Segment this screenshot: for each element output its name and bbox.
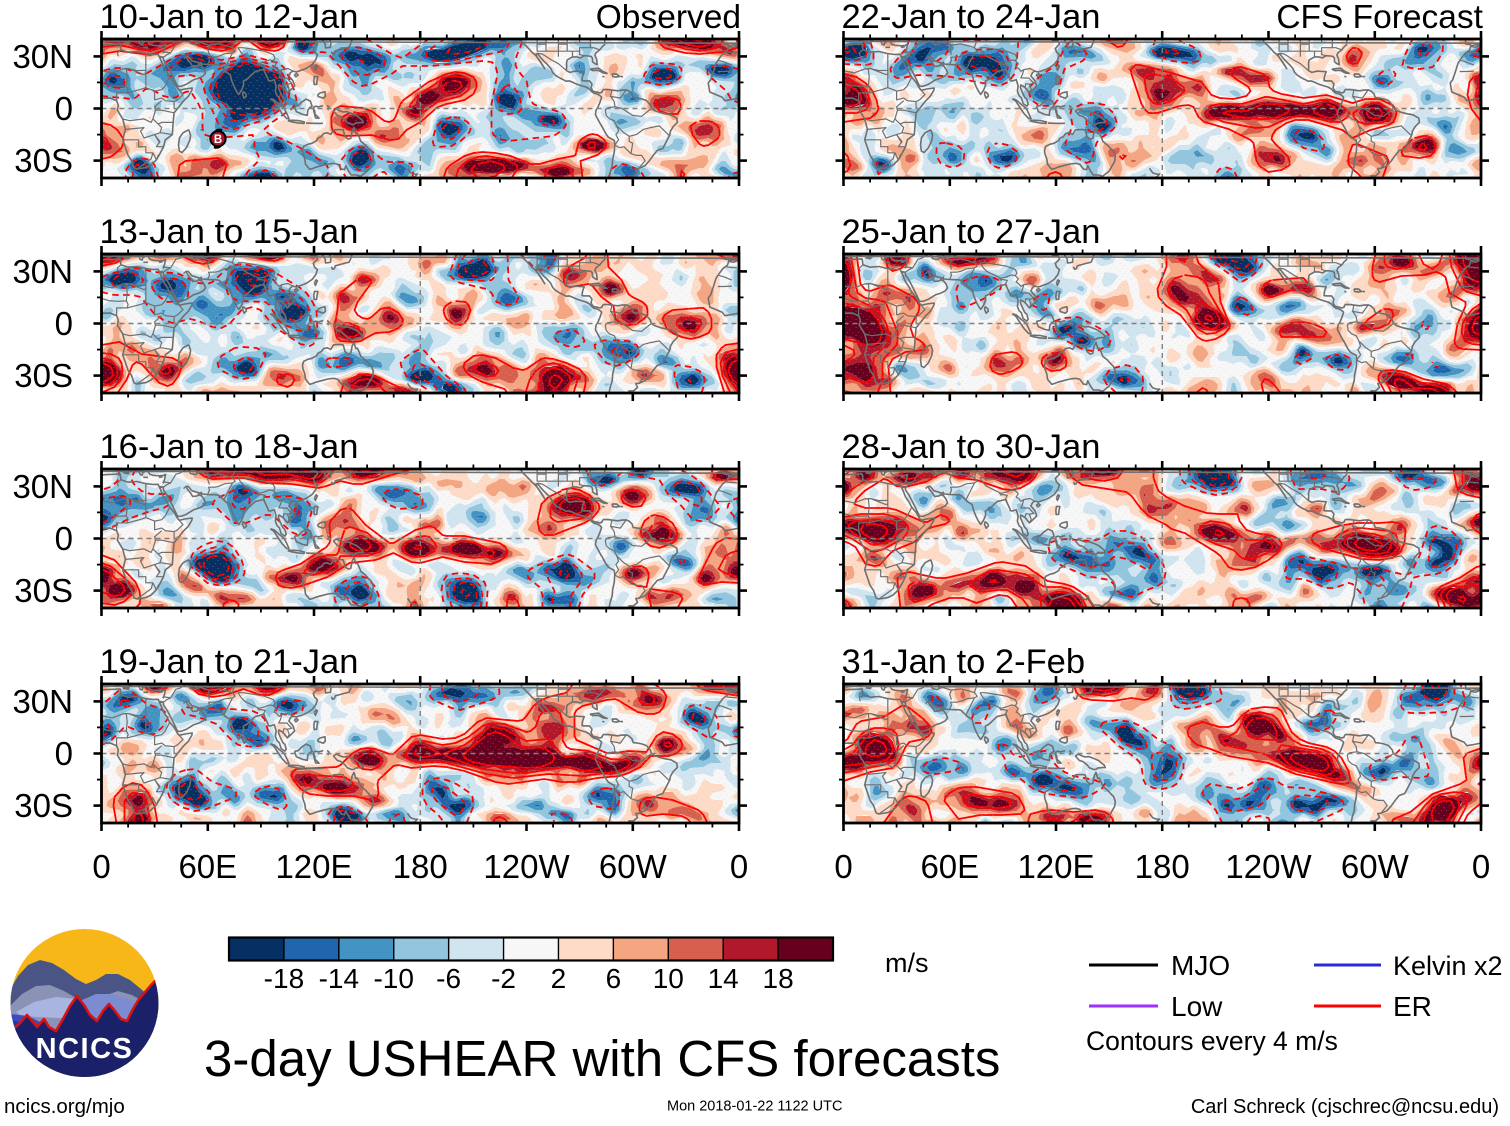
svg-text:2: 2	[551, 963, 567, 994]
svg-text:10: 10	[653, 963, 684, 994]
svg-text:ncics.org/mjo: ncics.org/mjo	[4, 1095, 125, 1118]
svg-text:30N: 30N	[12, 468, 73, 505]
svg-text:-18: -18	[264, 963, 304, 994]
svg-text:30N: 30N	[12, 253, 73, 290]
svg-text:31-Jan to 2-Feb: 31-Jan to 2-Feb	[842, 643, 1086, 681]
svg-text:120W: 120W	[1225, 848, 1312, 885]
svg-text:0: 0	[55, 735, 73, 772]
svg-text:-6: -6	[436, 963, 461, 994]
svg-text:18: 18	[763, 963, 794, 994]
svg-text:14: 14	[708, 963, 739, 994]
svg-text:MJO: MJO	[1171, 950, 1230, 981]
svg-text:Carl Schreck (cjschrec@ncsu.ed: Carl Schreck (cjschrec@ncsu.edu)	[1191, 1096, 1499, 1118]
svg-text:28-Jan to 30-Jan: 28-Jan to 30-Jan	[842, 428, 1101, 466]
svg-text:0: 0	[1472, 848, 1490, 885]
svg-text:0: 0	[55, 305, 73, 342]
svg-text:25-Jan to 27-Jan: 25-Jan to 27-Jan	[842, 213, 1101, 251]
svg-text:30S: 30S	[14, 357, 73, 394]
svg-text:30S: 30S	[14, 787, 73, 824]
svg-text:ER: ER	[1393, 991, 1432, 1022]
svg-text:Contours every 4 m/s: Contours every 4 m/s	[1086, 1026, 1338, 1056]
svg-text:Low: Low	[1171, 991, 1223, 1022]
svg-text:13-Jan to 15-Jan: 13-Jan to 15-Jan	[100, 213, 359, 251]
svg-text:30S: 30S	[14, 142, 73, 179]
svg-text:0: 0	[55, 90, 73, 127]
svg-text:30N: 30N	[12, 38, 73, 75]
svg-text:CFS Forecast: CFS Forecast	[1276, 0, 1483, 36]
svg-text:-14: -14	[319, 963, 359, 994]
svg-text:22-Jan to 24-Jan: 22-Jan to 24-Jan	[842, 0, 1101, 36]
svg-text:10-Jan to 12-Jan: 10-Jan to 12-Jan	[100, 0, 359, 36]
svg-text:120W: 120W	[483, 848, 570, 885]
svg-text:19-Jan to 21-Jan: 19-Jan to 21-Jan	[100, 643, 359, 681]
svg-text:0: 0	[730, 848, 748, 885]
svg-text:60W: 60W	[1341, 848, 1410, 885]
svg-text:180: 180	[1135, 848, 1190, 885]
svg-text:6: 6	[606, 963, 622, 994]
svg-text:60W: 60W	[599, 848, 668, 885]
svg-text:-2: -2	[491, 963, 516, 994]
svg-text:16-Jan to 18-Jan: 16-Jan to 18-Jan	[100, 428, 359, 466]
svg-text:0: 0	[55, 520, 73, 557]
svg-text:Kelvin x2: Kelvin x2	[1393, 951, 1503, 981]
svg-text:60E: 60E	[178, 848, 237, 885]
svg-text:Observed: Observed	[596, 0, 741, 36]
svg-text:0: 0	[834, 848, 852, 885]
svg-text:30S: 30S	[14, 572, 73, 609]
svg-text:30N: 30N	[12, 683, 73, 720]
svg-text:NCICS: NCICS	[36, 1033, 134, 1065]
svg-text:180: 180	[393, 848, 448, 885]
svg-text:m/s: m/s	[885, 948, 929, 978]
svg-text:3-day USHEAR with CFS forecast: 3-day USHEAR with CFS forecasts	[204, 1030, 1000, 1087]
svg-text:Mon 2018-01-22 1122 UTC: Mon 2018-01-22 1122 UTC	[667, 1099, 842, 1115]
svg-text:0: 0	[92, 848, 110, 885]
svg-text:B: B	[214, 134, 222, 146]
svg-text:-10: -10	[373, 963, 413, 994]
svg-text:60E: 60E	[920, 848, 979, 885]
svg-text:120E: 120E	[275, 848, 352, 885]
svg-text:120E: 120E	[1017, 848, 1094, 885]
